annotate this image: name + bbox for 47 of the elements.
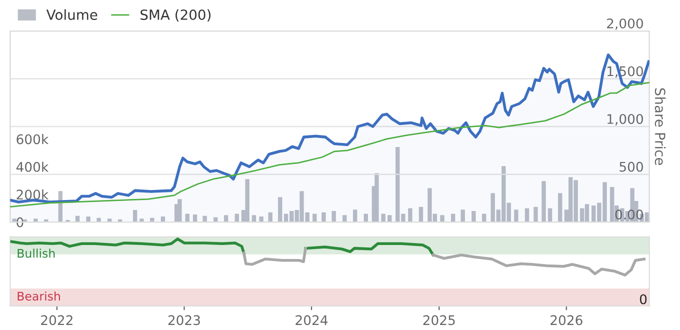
bar xyxy=(460,210,465,222)
y2-tick-label: 500 xyxy=(620,162,643,172)
bar xyxy=(252,215,256,222)
bar xyxy=(96,218,101,222)
x-tick-label: 2022 xyxy=(41,315,72,326)
bar xyxy=(408,208,412,222)
bar xyxy=(86,216,90,222)
bar xyxy=(548,208,552,222)
y2-axis-title: Share Price xyxy=(654,88,666,165)
annotation: 0 xyxy=(640,294,647,304)
bar xyxy=(610,187,614,222)
bar xyxy=(388,215,392,222)
y2-tick-label: 2,000 xyxy=(607,18,643,30)
bar xyxy=(245,179,250,222)
bar xyxy=(352,210,358,222)
legend-label: Volume xyxy=(46,9,98,20)
x-tick-label: 2024 xyxy=(296,315,328,326)
bar xyxy=(440,215,444,222)
bar xyxy=(472,211,476,222)
bar xyxy=(381,214,386,222)
bar xyxy=(278,197,282,222)
bar xyxy=(224,215,228,222)
bar xyxy=(514,210,518,222)
bar xyxy=(140,218,144,222)
bar xyxy=(534,206,538,222)
y-tick-label: 600k xyxy=(16,134,49,144)
bar xyxy=(202,216,207,222)
band-label: Bearish xyxy=(18,291,60,301)
bar xyxy=(132,210,138,222)
y-tick-label: 400k xyxy=(16,162,49,172)
bar xyxy=(332,211,336,222)
x-tick-label: 2026 xyxy=(550,315,582,326)
y2-tick-label: 1,000 xyxy=(608,114,643,126)
bar xyxy=(342,215,347,222)
band-label: Bullish xyxy=(18,248,55,258)
bar xyxy=(558,193,562,222)
bar xyxy=(322,212,326,222)
bar xyxy=(542,181,546,222)
y-tick-label: 200k xyxy=(16,189,49,200)
bar xyxy=(178,199,182,222)
bar xyxy=(374,173,379,222)
bar xyxy=(259,216,264,222)
bar xyxy=(418,206,424,222)
x-tick-label: 2023 xyxy=(168,315,200,326)
x-tick-label: 2025 xyxy=(423,315,455,326)
bar xyxy=(524,208,530,222)
legend-label: SMA (200) xyxy=(140,9,211,22)
